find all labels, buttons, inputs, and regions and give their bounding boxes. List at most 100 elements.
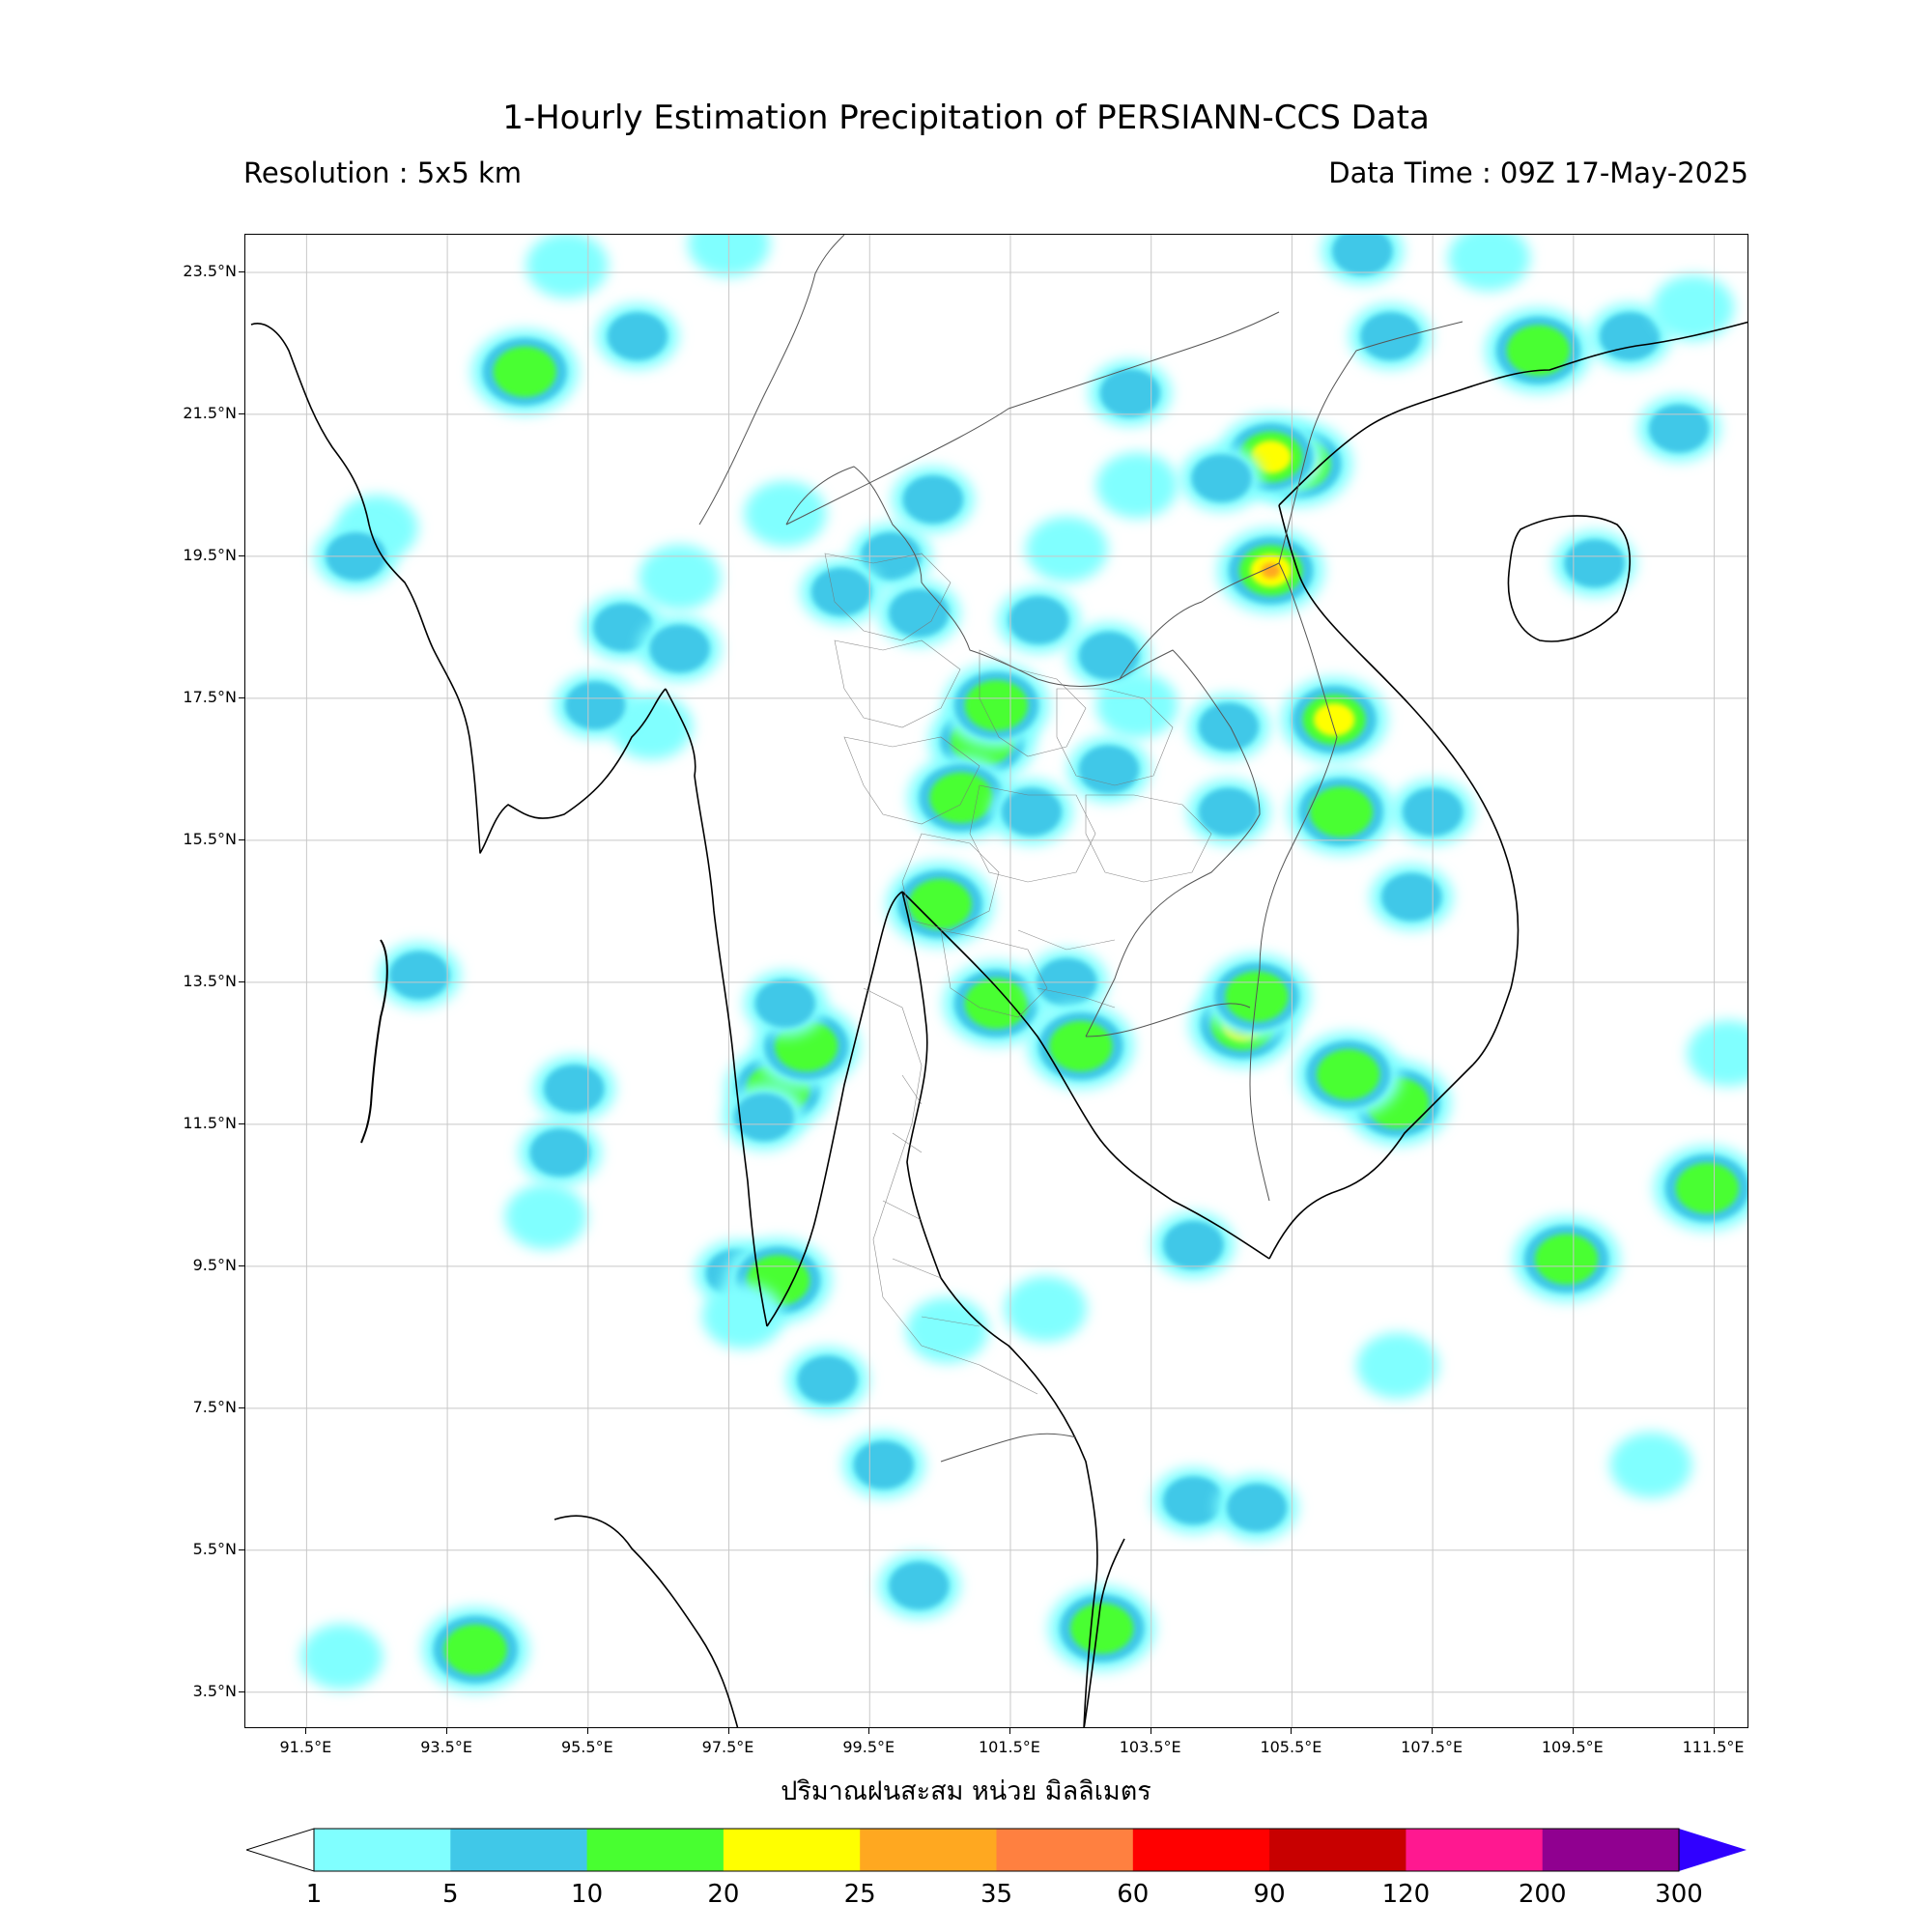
rain-cell-35-level-0 [701, 1283, 784, 1350]
rain-cell-42-level-2 [908, 879, 972, 930]
lon-tick [868, 1728, 870, 1734]
coastlines [250, 321, 1747, 1727]
rain-cell-1-level-1 [607, 312, 668, 361]
rain-cell-29-level-1 [754, 979, 816, 1028]
lat-label: 11.5°N [183, 1113, 237, 1132]
map-plot-area[interactable] [244, 234, 1748, 1728]
rain-cell-73-level-1 [797, 1355, 858, 1405]
colorbar-segment-9 [1542, 1829, 1680, 1871]
gridlines [245, 235, 1747, 1727]
rain-cell-6-level-2 [1506, 325, 1570, 376]
lat-tick [239, 1548, 244, 1550]
lat-tick [239, 554, 244, 556]
lat-label: 17.5°N [183, 687, 237, 706]
lon-tick [1291, 1728, 1293, 1734]
colorbar-segment-5 [996, 1829, 1134, 1871]
border-malaysia [940, 1433, 1077, 1463]
colorbar-outline [313, 1828, 1680, 1872]
coastline-gulf-tonkin [1278, 321, 1747, 506]
lon-tick [727, 1728, 729, 1734]
coastline-andaman [360, 939, 388, 1144]
lat-tick [239, 412, 244, 414]
lat-tick [239, 1122, 244, 1124]
rain-cell-75-level-1 [889, 1561, 950, 1610]
lon-label: 99.5°E [842, 1738, 895, 1756]
lon-tick [586, 1728, 588, 1734]
colorbar-tick-label: 25 [843, 1880, 876, 1909]
colorbar [246, 1828, 1747, 1872]
lat-label: 15.5°N [183, 829, 237, 848]
rain-cell-62-level-1 [1099, 368, 1161, 417]
rain-cell-77-level-0 [1356, 1332, 1439, 1399]
lat-label: 3.5°N [192, 1681, 237, 1700]
lat-tick [239, 1690, 244, 1692]
rain-cell-30-level-1 [544, 1065, 605, 1114]
lon-label: 93.5°E [420, 1738, 472, 1756]
rain-cell-49-level-2 [1535, 1234, 1599, 1285]
border-myanmar-laos [785, 311, 1280, 526]
rain-cell-21-level-1 [1381, 872, 1442, 922]
rain-cell-59-level-1 [810, 567, 872, 616]
rain-cell-18-level-3 [1313, 702, 1355, 736]
colorbar-tick-label: 60 [1117, 1880, 1150, 1909]
colorbar-caption: ปริมาณฝนสะสม หน่วย มิลลิเมตร [781, 1776, 1151, 1806]
border-cambodia [1085, 1003, 1251, 1037]
lat-label: 21.5°N [183, 403, 237, 422]
rain-cell-13-level-0 [1095, 452, 1179, 519]
lat-label: 19.5°N [183, 545, 237, 564]
coastline-sumatra [554, 1515, 739, 1727]
colorbar-under-triangle [246, 1828, 315, 1872]
coastline-malaysia-east [1083, 1538, 1125, 1727]
coastline-myanmar-south [665, 688, 768, 1327]
lon-tick [1009, 1728, 1010, 1734]
lon-tick [305, 1728, 307, 1734]
coastline-myanmar-west [250, 323, 667, 854]
lon-label: 111.5°E [1682, 1738, 1745, 1756]
rain-cell-48-level-1 [1226, 1483, 1288, 1532]
lat-label: 5.5°N [192, 1539, 237, 1558]
lon-label: 91.5°E [279, 1738, 332, 1756]
rain-cell-5-level-0 [1447, 235, 1530, 292]
data-time-label: Data Time : 09Z 17-May-2025 [1328, 156, 1748, 189]
lon-label: 103.5°E [1119, 1738, 1181, 1756]
rain-cell-9-level-1 [1360, 312, 1421, 361]
rain-cell-12-level-1 [1191, 454, 1252, 503]
rain-cell-11-level-3 [1250, 440, 1292, 474]
lat-tick [239, 696, 244, 698]
rain-cell-74-level-1 [853, 1440, 915, 1490]
rain-cell-61-level-1 [902, 475, 964, 525]
rain-cell-15-level-4 [1261, 562, 1281, 579]
lat-label: 7.5°N [192, 1397, 237, 1416]
rain-cell-56-level-1 [593, 603, 654, 652]
rain-cell-50-level-0 [1687, 1020, 1747, 1087]
lon-label: 97.5°E [701, 1738, 754, 1756]
rain-cell-28-level-1 [733, 1093, 795, 1142]
lat-label: 9.5°N [192, 1255, 237, 1274]
rain-cell-31-level-1 [529, 1128, 590, 1178]
border-thailand [785, 466, 1261, 1037]
rain-cell-41-level-0 [1095, 672, 1179, 739]
colorbar-tick-label: 20 [707, 1880, 740, 1909]
page-title: 1-Hourly Estimation Precipitation of PER… [502, 99, 1430, 137]
rain-cell-76-level-1 [1163, 1220, 1224, 1269]
rain-cell-52-level-0 [300, 1624, 384, 1690]
colorbar-segment-8 [1406, 1829, 1544, 1871]
rain-cell-79-level-0 [1609, 1432, 1692, 1498]
rain-cell-64-level-1 [1078, 631, 1140, 680]
lon-tick [1432, 1728, 1434, 1734]
rain-cell-47-level-1 [1163, 1476, 1224, 1525]
lat-tick [239, 1406, 244, 1408]
rain-cell-40-level-1 [1078, 745, 1140, 794]
rain-cell-37-level-2 [964, 680, 1028, 731]
lon-label: 95.5°E [560, 1738, 613, 1756]
colorbar-segment-7 [1269, 1829, 1406, 1871]
rain-cell-39-level-1 [1001, 787, 1063, 837]
rain-cell-70-level-0 [639, 544, 722, 611]
rain-cell-66-level-1 [1198, 787, 1260, 837]
coastline-thai-peninsula-west [766, 891, 903, 1327]
rain-cell-69-level-0 [744, 480, 827, 547]
lon-label: 109.5°E [1541, 1738, 1604, 1756]
rain-cell-32-level-0 [504, 1183, 587, 1250]
rain-cell-4-level-1 [1332, 235, 1393, 275]
lon-label: 105.5°E [1260, 1738, 1322, 1756]
